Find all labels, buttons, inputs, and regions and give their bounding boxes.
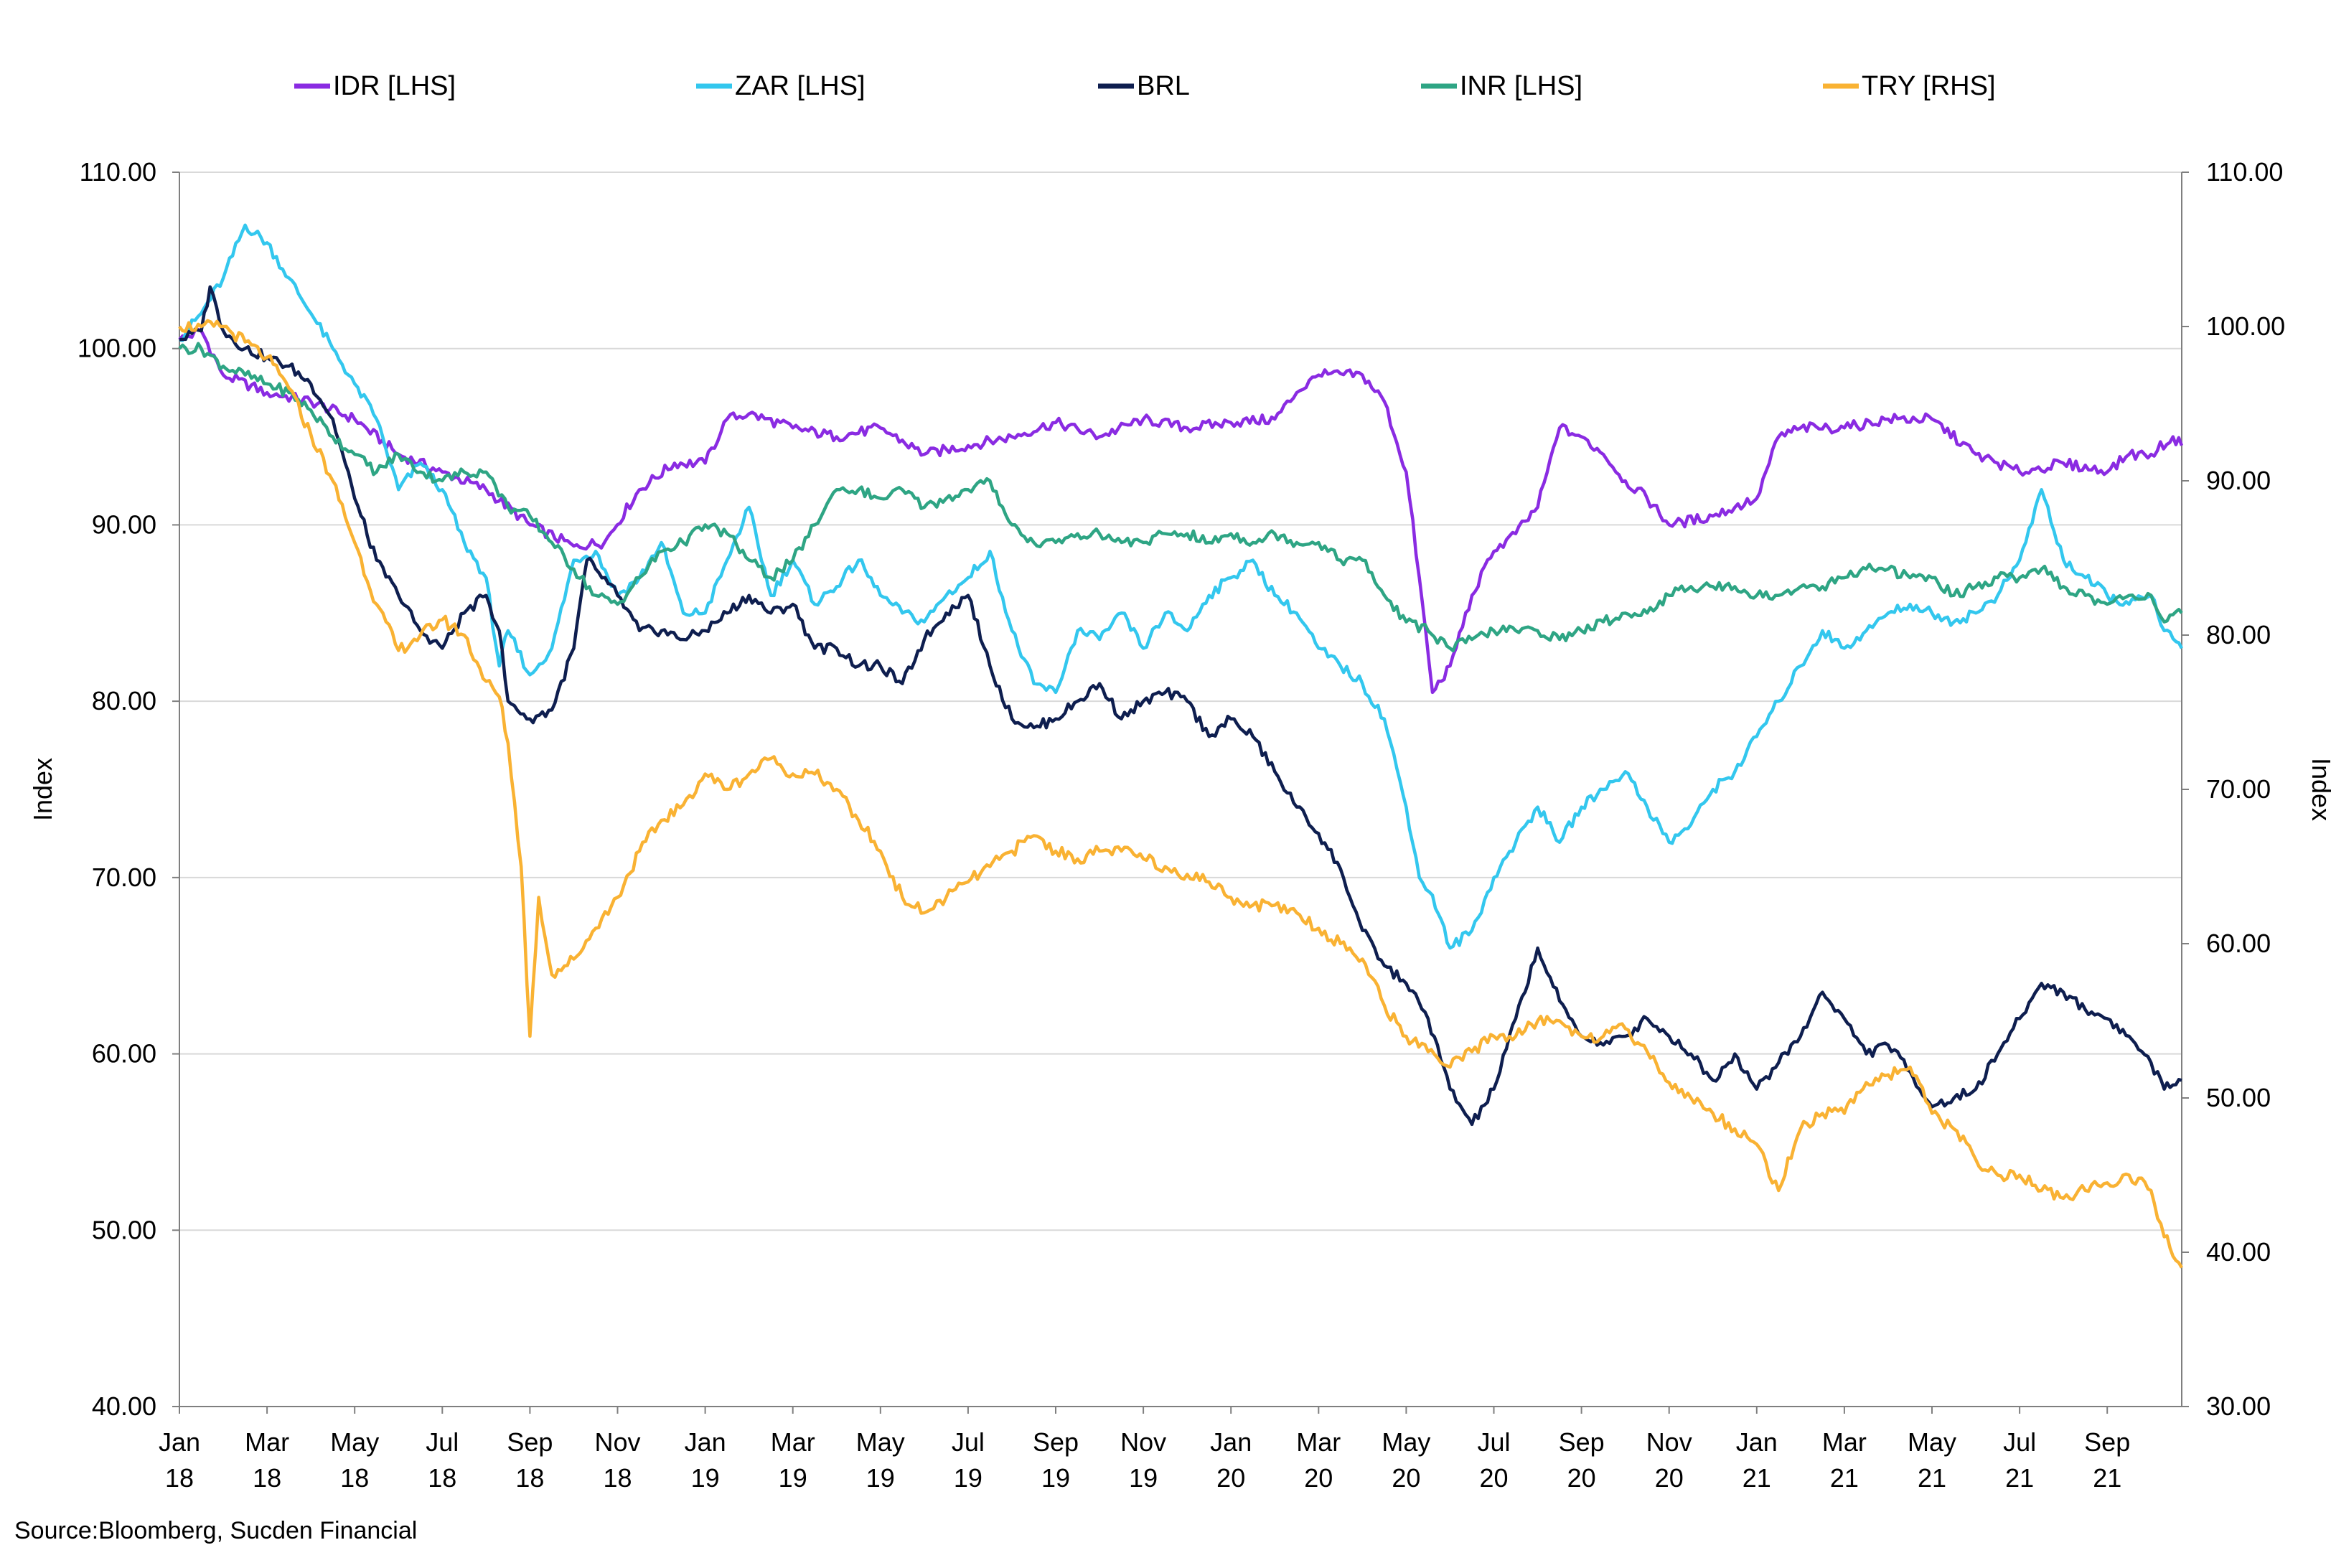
right-tick-label: 60.00	[2206, 929, 2271, 958]
x-tick-year-label: 20	[1479, 1463, 1508, 1493]
left-tick-label: 90.00	[92, 510, 156, 539]
x-tick-month-label: May	[330, 1427, 379, 1457]
x-tick-month-label: Nov	[594, 1427, 640, 1457]
x-tick-month-label: May	[1908, 1427, 1956, 1457]
x-tick-month-label: Jul	[1477, 1427, 1510, 1457]
x-tick-year-label: 19	[691, 1463, 720, 1493]
x-tick-year-label: 18	[603, 1463, 632, 1493]
x-tick-month-label: Nov	[1120, 1427, 1166, 1457]
legend-label: INR [LHS]	[1460, 71, 1582, 101]
right-axis-ticks: 30.00 40.00 50.00 60.00 70.00 80.00 90.00 100.0…	[2182, 157, 2285, 1421]
x-tick-year-label: 21	[2005, 1463, 2034, 1493]
series-line-brl	[179, 285, 2182, 1127]
x-tick-month-label: Sep	[1559, 1427, 1605, 1457]
left-axis-ticks: 40.00 50.00 60.00 70.00 80.00 90.00 100.00 110.…	[78, 157, 179, 1421]
series-line-zar	[179, 223, 2183, 950]
legend-label: ZAR [LHS]	[735, 71, 866, 101]
series-line-inr	[178, 342, 2183, 653]
x-tick-year-label: 19	[1041, 1463, 1070, 1493]
legend-label: TRY [RHS]	[1862, 71, 1996, 101]
right-tick-label: 80.00	[2206, 620, 2271, 649]
x-tick-year-label: 21	[2093, 1463, 2121, 1493]
x-axis-ticks: Jan 18 Mar 18 May 18 Jul 18 Sep 18 Nov 18 Jan 19 Mar 19…	[159, 1407, 2130, 1493]
x-tick-month-label: Sep	[1033, 1427, 1079, 1457]
x-tick-year-label: 20	[1655, 1463, 1684, 1493]
left-tick-label: 60.00	[92, 1039, 156, 1069]
right-tick-label: 30.00	[2206, 1391, 2271, 1421]
right-tick-label: 90.00	[2206, 466, 2271, 495]
left-axis-label: Index	[28, 758, 57, 821]
x-tick-month-label: Nov	[1646, 1427, 1692, 1457]
x-tick-month-label: Jan	[685, 1427, 726, 1457]
source-note: Source:Bloomberg, Sucden Financial	[14, 1517, 418, 1544]
x-tick-year-label: 21	[1743, 1463, 1771, 1493]
x-tick-month-label: Jan	[1736, 1427, 1778, 1457]
x-tick-month-label: Sep	[507, 1427, 553, 1457]
right-tick-label: 70.00	[2206, 774, 2271, 804]
gridlines	[179, 172, 2182, 1231]
legend-label: BRL	[1137, 71, 1190, 101]
left-tick-label: 50.00	[92, 1215, 156, 1244]
x-tick-year-label: 18	[253, 1463, 281, 1493]
x-tick-month-label: Jan	[1210, 1427, 1252, 1457]
axes	[179, 172, 2182, 1407]
x-tick-year-label: 20	[1304, 1463, 1333, 1493]
x-tick-month-label: Mar	[771, 1427, 815, 1457]
right-tick-label: 100.00	[2206, 311, 2285, 341]
x-tick-month-label: Mar	[1822, 1427, 1867, 1457]
legend: IDR [LHS] ZAR [LHS] BRL INR [LHS] TRY [RHS]	[294, 71, 1996, 101]
legend-label: IDR [LHS]	[333, 71, 456, 101]
x-tick-month-label: May	[1382, 1427, 1430, 1457]
x-tick-month-label: Jul	[952, 1427, 985, 1457]
x-tick-year-label: 18	[165, 1463, 194, 1493]
x-tick-year-label: 21	[1830, 1463, 1859, 1493]
right-tick-label: 110.00	[2206, 157, 2283, 187]
left-tick-label: 70.00	[92, 863, 156, 892]
x-tick-year-label: 18	[515, 1463, 544, 1493]
x-tick-year-label: 18	[428, 1463, 456, 1493]
x-tick-year-label: 20	[1216, 1463, 1245, 1493]
x-tick-month-label: Jul	[2003, 1427, 2036, 1457]
x-tick-month-label: May	[856, 1427, 905, 1457]
x-tick-year-label: 18	[340, 1463, 369, 1493]
right-tick-label: 40.00	[2206, 1237, 2271, 1267]
x-tick-year-label: 21	[1918, 1463, 1946, 1493]
x-tick-year-label: 19	[866, 1463, 895, 1493]
right-axis-label: Index	[2307, 758, 2331, 821]
series-line-try	[178, 319, 2183, 1269]
x-tick-month-label: Jul	[426, 1427, 459, 1457]
left-tick-label: 110.00	[80, 157, 156, 187]
x-tick-month-label: Sep	[2084, 1427, 2130, 1457]
left-tick-label: 40.00	[92, 1391, 156, 1421]
left-tick-label: 100.00	[78, 334, 156, 363]
series-line-idr	[178, 327, 2184, 695]
x-tick-year-label: 19	[1129, 1463, 1158, 1493]
x-tick-year-label: 20	[1567, 1463, 1596, 1493]
left-tick-label: 80.00	[92, 686, 156, 715]
x-tick-month-label: Mar	[245, 1427, 289, 1457]
right-tick-label: 50.00	[2206, 1083, 2271, 1112]
series-lines	[178, 223, 2184, 1269]
x-tick-year-label: 20	[1392, 1463, 1420, 1493]
x-tick-year-label: 19	[779, 1463, 807, 1493]
x-tick-month-label: Mar	[1296, 1427, 1341, 1457]
x-tick-month-label: Jan	[159, 1427, 200, 1457]
x-tick-year-label: 19	[954, 1463, 982, 1493]
